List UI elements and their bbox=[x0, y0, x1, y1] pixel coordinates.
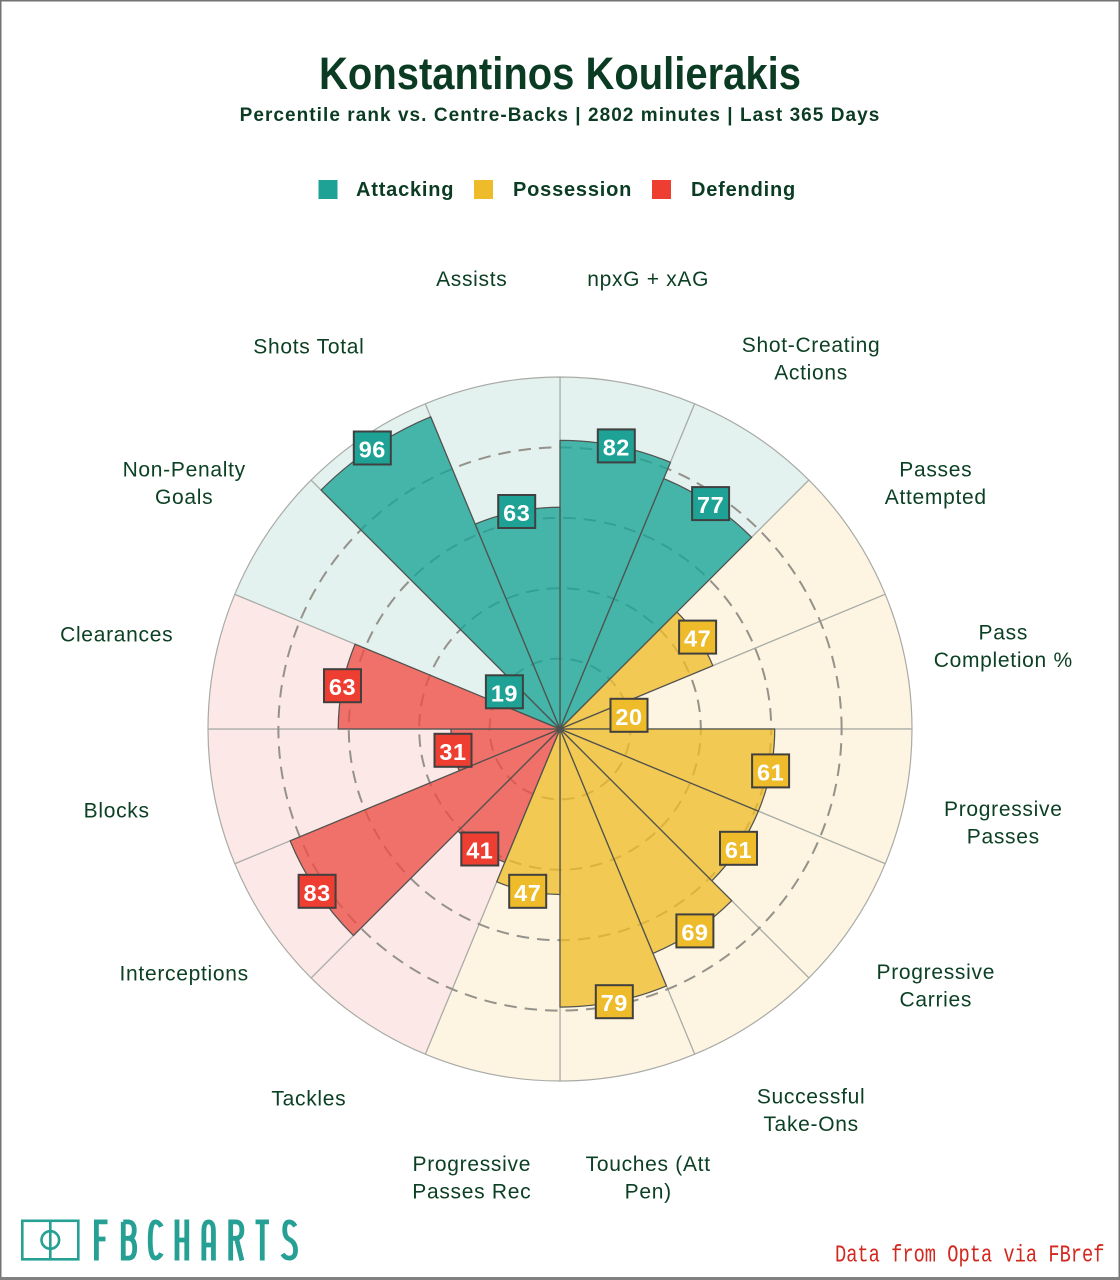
svg-text:Touches (Att: Touches (Att bbox=[586, 1153, 711, 1176]
svg-text:Attempted: Attempted bbox=[885, 486, 987, 509]
svg-text:82: 82 bbox=[603, 434, 630, 460]
svg-text:Shots Total: Shots Total bbox=[253, 336, 364, 359]
svg-text:Passes Rec: Passes Rec bbox=[412, 1181, 531, 1204]
svg-text:31: 31 bbox=[439, 739, 466, 765]
svg-text:Tackles: Tackles bbox=[271, 1087, 346, 1110]
svg-text:61: 61 bbox=[757, 759, 784, 785]
svg-text:Attacking: Attacking bbox=[356, 179, 454, 201]
svg-text:Shot-Creating: Shot-Creating bbox=[742, 334, 881, 357]
svg-text:Clearances: Clearances bbox=[60, 623, 173, 646]
svg-text:Blocks: Blocks bbox=[84, 800, 150, 823]
svg-text:Data from Opta via FBref: Data from Opta via FBref bbox=[835, 1243, 1105, 1270]
svg-text:Konstantinos Koulierakis: Konstantinos Koulierakis bbox=[319, 49, 801, 100]
svg-text:63: 63 bbox=[329, 674, 356, 700]
svg-text:Pen): Pen) bbox=[625, 1181, 672, 1204]
svg-text:Percentile rank vs. Centre-Bac: Percentile rank vs. Centre-Backs | 2802 … bbox=[240, 105, 881, 126]
svg-text:47: 47 bbox=[684, 626, 711, 652]
svg-text:69: 69 bbox=[681, 919, 708, 945]
svg-text:npxG + xAG: npxG + xAG bbox=[587, 268, 709, 291]
svg-text:Possession: Possession bbox=[513, 179, 632, 201]
svg-text:96: 96 bbox=[359, 437, 386, 463]
svg-text:20: 20 bbox=[615, 704, 642, 730]
svg-text:77: 77 bbox=[697, 492, 724, 518]
svg-text:Progressive: Progressive bbox=[944, 798, 1063, 821]
svg-text:Passes: Passes bbox=[899, 459, 972, 482]
svg-text:Carries: Carries bbox=[900, 988, 973, 1011]
svg-text:Completion %: Completion % bbox=[934, 649, 1073, 672]
svg-text:Interceptions: Interceptions bbox=[120, 963, 249, 986]
svg-text:Progressive: Progressive bbox=[877, 961, 996, 984]
svg-text:Pass: Pass bbox=[979, 622, 1029, 645]
svg-text:79: 79 bbox=[601, 990, 628, 1016]
svg-text:41: 41 bbox=[466, 838, 493, 864]
svg-text:19: 19 bbox=[491, 680, 518, 706]
svg-text:Non-Penalty: Non-Penalty bbox=[123, 459, 246, 482]
svg-text:Defending: Defending bbox=[691, 179, 796, 201]
svg-text:63: 63 bbox=[503, 500, 530, 526]
svg-text:Assists: Assists bbox=[436, 268, 507, 291]
svg-text:61: 61 bbox=[725, 837, 752, 863]
svg-text:Actions: Actions bbox=[774, 361, 848, 384]
svg-text:83: 83 bbox=[304, 880, 331, 906]
svg-text:Progressive: Progressive bbox=[413, 1153, 532, 1176]
svg-text:Take-Ons: Take-Ons bbox=[763, 1113, 858, 1136]
svg-text:Passes: Passes bbox=[967, 825, 1040, 848]
svg-text:47: 47 bbox=[514, 880, 541, 906]
svg-text:Goals: Goals bbox=[155, 486, 213, 509]
svg-text:Successful: Successful bbox=[757, 1086, 866, 1109]
